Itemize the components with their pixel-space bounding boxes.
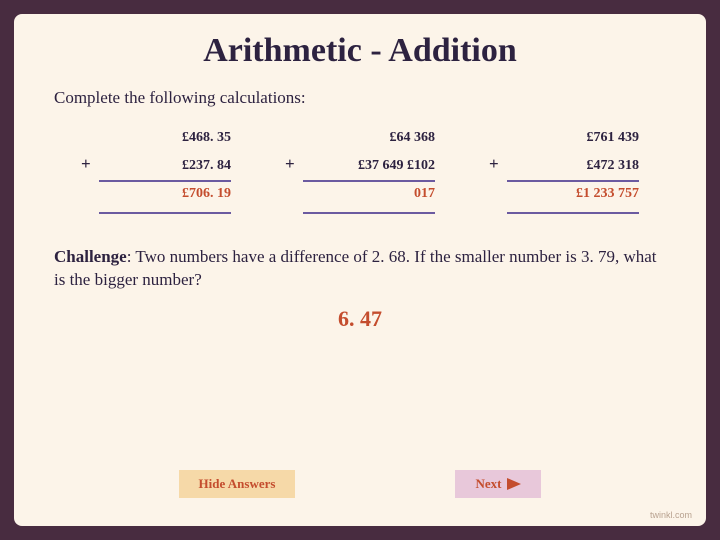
- result: £706. 19: [99, 186, 231, 202]
- rule-line: [507, 180, 639, 182]
- next-label: Next: [475, 476, 501, 492]
- rule-line: [99, 180, 231, 182]
- addend: £237. 84: [99, 158, 231, 174]
- page-title: Arithmetic - Addition: [54, 32, 666, 70]
- challenge-label: Challenge: [54, 247, 127, 266]
- arrow-right-icon: [507, 478, 521, 490]
- hide-answers-button[interactable]: Hide Answers: [179, 470, 296, 498]
- worksheet-card: Arithmetic - Addition Complete the follo…: [14, 14, 706, 526]
- addend: £472 318: [507, 158, 639, 174]
- instruction-text: Complete the following calculations:: [54, 88, 666, 108]
- problem-3: £761 439 +£472 318 £1 233 757: [489, 130, 639, 218]
- problems-row: £468. 35 +£237. 84 £706. 19 £64 368 +£37…: [54, 130, 666, 218]
- plus-sign: +: [285, 154, 303, 174]
- challenge-answer: 6. 47: [54, 306, 666, 332]
- rule-line: [303, 180, 435, 182]
- problem-1: £468. 35 +£237. 84 £706. 19: [81, 130, 231, 218]
- problem-2: £64 368 +£37 649 £102 017: [285, 130, 435, 218]
- result: 017: [303, 186, 435, 202]
- button-row: Hide Answers Next: [14, 470, 706, 498]
- watermark: twinkl.com: [650, 510, 692, 520]
- addend: £761 439: [507, 130, 639, 146]
- plus-sign: +: [489, 154, 507, 174]
- plus-sign: +: [81, 154, 99, 174]
- addend: £37 649 £102: [303, 158, 435, 174]
- rule-line: [99, 212, 231, 214]
- addend: £468. 35: [99, 130, 231, 146]
- rule-line: [303, 212, 435, 214]
- result: £1 233 757: [507, 186, 639, 202]
- addend: £64 368: [303, 130, 435, 146]
- challenge-text: Challenge: Two numbers have a difference…: [54, 246, 666, 292]
- next-button[interactable]: Next: [455, 470, 541, 498]
- rule-line: [507, 212, 639, 214]
- challenge-body: : Two numbers have a difference of 2. 68…: [54, 247, 657, 289]
